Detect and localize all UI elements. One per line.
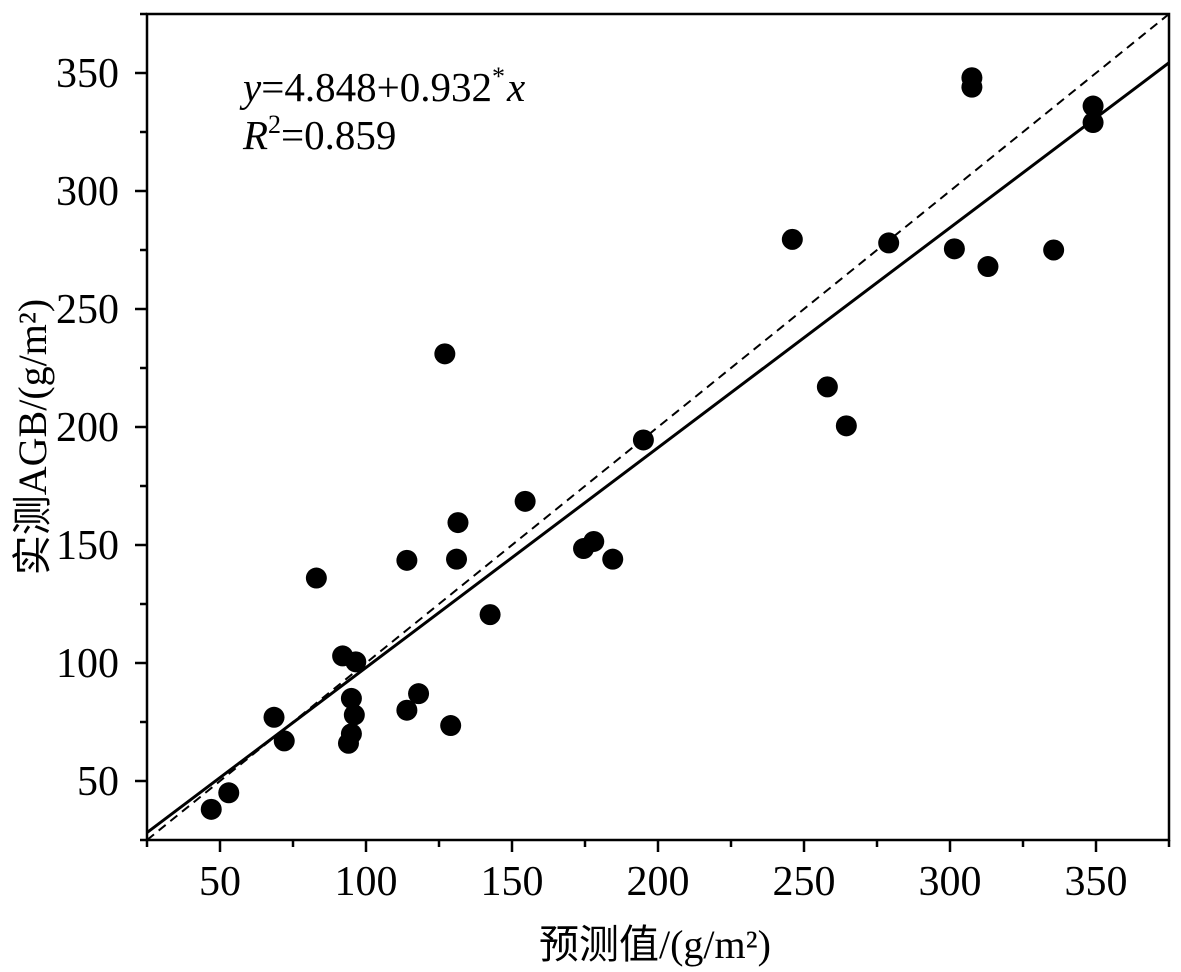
one-to-one-reference-line bbox=[147, 14, 1169, 840]
y-tick-label: 200 bbox=[56, 405, 119, 451]
equation-y-variable: y bbox=[239, 64, 262, 110]
ticks-layer bbox=[135, 12, 1171, 852]
data-point bbox=[396, 549, 418, 571]
data-point bbox=[943, 238, 965, 260]
data-point bbox=[343, 704, 365, 726]
tick-labels-layer: 50 100 150 200 250 300 350 50 100 150 200 250 300 350 bbox=[56, 51, 1128, 905]
data-point bbox=[816, 376, 838, 398]
regression-equation: y=4.848+0.932*x bbox=[239, 62, 525, 110]
data-point bbox=[273, 730, 295, 752]
x-tick-label: 300 bbox=[919, 859, 982, 905]
data-point bbox=[1082, 112, 1104, 134]
y-tick-label: 50 bbox=[77, 759, 119, 805]
regression-fit-line bbox=[147, 61, 1169, 834]
x-tick-label: 350 bbox=[1065, 859, 1128, 905]
y-tick-label: 250 bbox=[56, 287, 119, 333]
x-tick-label: 250 bbox=[773, 859, 836, 905]
data-point bbox=[305, 567, 327, 589]
y-tick-label: 150 bbox=[56, 523, 119, 569]
data-point bbox=[200, 798, 222, 820]
r-squared-exponent: 2 bbox=[268, 110, 281, 139]
x-tick-label: 150 bbox=[481, 859, 544, 905]
data-point bbox=[440, 715, 462, 737]
y-axis-label: 实测AGB/(g/m²) bbox=[10, 299, 55, 575]
y-tick-label: 300 bbox=[56, 169, 119, 215]
data-point bbox=[434, 343, 456, 365]
x-axis-label: 预测值/(g/m²) bbox=[539, 922, 771, 967]
data-point bbox=[408, 683, 430, 705]
data-point bbox=[583, 530, 605, 552]
points-layer bbox=[200, 67, 1104, 820]
lines-layer bbox=[147, 14, 1169, 840]
data-point bbox=[340, 687, 362, 709]
x-tick-label: 200 bbox=[627, 859, 690, 905]
data-point bbox=[835, 415, 857, 437]
data-point bbox=[977, 256, 999, 278]
data-point bbox=[479, 604, 501, 626]
data-point bbox=[446, 548, 468, 570]
data-point bbox=[345, 651, 367, 673]
data-point bbox=[781, 228, 803, 250]
y-tick-label: 100 bbox=[56, 641, 119, 687]
r-squared-annotation: R2=0.859 bbox=[242, 110, 396, 158]
x-tick-label: 100 bbox=[335, 859, 398, 905]
r-squared-value: =0.859 bbox=[281, 112, 396, 158]
data-point bbox=[263, 706, 285, 728]
data-point bbox=[632, 429, 654, 451]
equation-x-variable: x bbox=[506, 64, 525, 110]
equation-asterisk: * bbox=[492, 62, 505, 91]
data-point bbox=[878, 232, 900, 254]
data-point bbox=[1082, 95, 1104, 117]
x-tick-label: 50 bbox=[199, 859, 241, 905]
data-point bbox=[602, 548, 624, 570]
y-tick-label: 350 bbox=[56, 51, 119, 97]
data-point bbox=[1043, 239, 1065, 261]
data-point bbox=[514, 490, 536, 512]
data-point bbox=[337, 732, 359, 754]
r-squared-symbol: R bbox=[242, 112, 268, 158]
equation-coefficients: =4.848+0.932 bbox=[261, 64, 492, 110]
data-point bbox=[218, 782, 240, 804]
data-point bbox=[447, 512, 469, 534]
data-point bbox=[961, 76, 983, 98]
data-point bbox=[396, 699, 418, 721]
